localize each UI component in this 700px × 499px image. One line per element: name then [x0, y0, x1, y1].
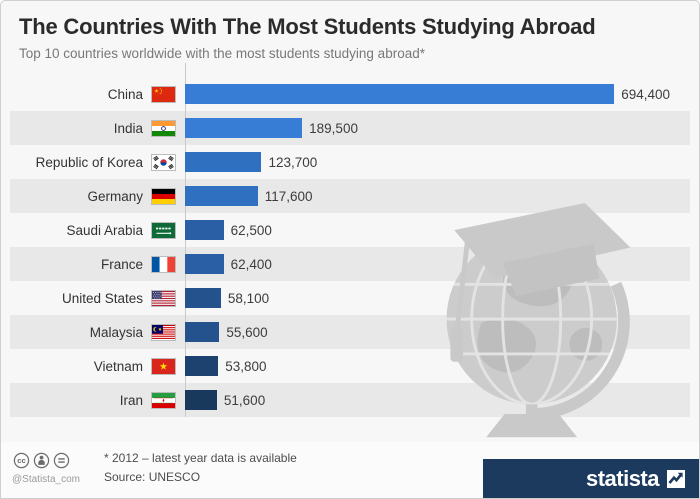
row-label-cell: United States [10, 289, 185, 307]
country-label: Vietnam [93, 358, 143, 374]
attribution-icon [33, 452, 50, 474]
bar-chart: China 694,400 India 189,500 Republic of … [10, 63, 690, 438]
row-label-cell: France [10, 255, 185, 273]
page-subtitle: Top 10 countries worldwide with the most… [19, 46, 425, 61]
statista-wordmark: statista [585, 465, 660, 491]
country-label: United States [61, 290, 143, 306]
row-bar-cell: 51,600 [185, 390, 690, 410]
source-line: Source: UNESCO [104, 470, 201, 484]
bar [185, 118, 303, 138]
bar-rows: China 694,400 India 189,500 Republic of … [10, 77, 690, 417]
flag-icon-france [151, 255, 176, 273]
value-label: 62,400 [230, 256, 272, 272]
row-label-cell: Germany [10, 187, 185, 205]
no-derivatives-icon [53, 452, 70, 474]
country-label: Malaysia [89, 324, 143, 340]
bar [185, 152, 262, 172]
country-label: Republic of Korea [35, 154, 143, 170]
country-label: Germany [87, 188, 143, 204]
chart-notes: * 2012 – latest year data is available S… [104, 449, 297, 487]
row-bar-cell: 189,500 [185, 118, 690, 138]
svg-text:cc: cc [17, 456, 25, 465]
flag-icon-india [151, 119, 176, 137]
row-bar-cell: 55,600 [185, 322, 690, 342]
table-row: United States 58,100 [10, 281, 690, 315]
country-label: France [100, 256, 143, 272]
value-label: 123,700 [268, 154, 318, 170]
country-label: Iran [119, 392, 143, 408]
axis-baseline [185, 63, 186, 417]
row-label-cell: China [10, 85, 185, 103]
row-bar-cell: 123,700 [185, 152, 690, 172]
country-label: Saudi Arabia [66, 222, 143, 238]
row-label-cell: Republic of Korea [10, 153, 185, 171]
flag-icon-vietnam [151, 357, 176, 375]
bar [185, 186, 258, 206]
bar [185, 322, 220, 342]
statista-logo-icon [667, 469, 685, 488]
value-label: 51,600 [223, 392, 266, 408]
statista-logo: statista [483, 459, 699, 498]
row-label-cell: Saudi Arabia [10, 221, 185, 239]
value-label: 189,500 [309, 120, 358, 136]
row-bar-cell: 58,100 [185, 288, 690, 308]
row-bar-cell: 62,400 [185, 254, 690, 274]
table-row: India 189,500 [10, 111, 690, 145]
row-label-cell: Malaysia [10, 323, 185, 341]
row-bar-cell: 53,800 [185, 356, 690, 376]
value-label: 62,500 [230, 222, 272, 238]
bar [185, 254, 224, 274]
bar [185, 288, 221, 308]
page-title: The Countries With The Most Students Stu… [19, 14, 596, 39]
country-label: India [113, 120, 143, 136]
header: The Countries With The Most Students Stu… [1, 1, 699, 61]
flag-icon-china [151, 85, 176, 103]
footer: cc @Statista_com * 2012 – latest year da… [1, 442, 699, 498]
bar [185, 356, 219, 376]
row-label-cell: Iran [10, 391, 185, 409]
value-label: 694,400 [621, 86, 671, 102]
flag-icon-south-korea [151, 153, 176, 171]
bar [185, 390, 217, 410]
license-icons: cc [13, 452, 70, 474]
flag-icon-germany [151, 187, 176, 205]
cc-icon: cc [13, 452, 30, 474]
table-row: Vietnam 53,800 [10, 349, 690, 383]
footnote: * 2012 – latest year data is available [104, 451, 297, 465]
row-bar-cell: 62,500 [185, 220, 690, 240]
row-bar-cell: 694,400 [185, 84, 690, 104]
flag-icon-malaysia [151, 323, 176, 341]
table-row: Germany 117,600 [10, 179, 690, 213]
row-label-cell: India [10, 119, 185, 137]
flag-icon-saudi-arabia [151, 221, 176, 239]
table-row: Malaysia 55,600 [10, 315, 690, 349]
bar [185, 220, 224, 240]
table-row: Saudi Arabia 62,500 [10, 213, 690, 247]
table-row: Iran 51,600 [10, 383, 690, 417]
table-row: France 62,400 [10, 247, 690, 281]
flag-icon-iran [151, 391, 176, 409]
country-label: China [107, 86, 143, 102]
statista-handle: @Statista_com [12, 474, 80, 485]
value-label: 53,800 [225, 358, 267, 374]
row-label-cell: Vietnam [10, 357, 185, 375]
table-row: China 694,400 [10, 77, 690, 111]
value-label: 55,600 [226, 324, 268, 340]
table-row: Republic of Korea 123,700 [10, 145, 690, 179]
bar [185, 84, 615, 104]
value-label: 58,100 [227, 290, 270, 306]
value-label: 117,600 [264, 188, 313, 204]
flag-icon-united-states [151, 289, 176, 307]
row-bar-cell: 117,600 [185, 186, 690, 206]
